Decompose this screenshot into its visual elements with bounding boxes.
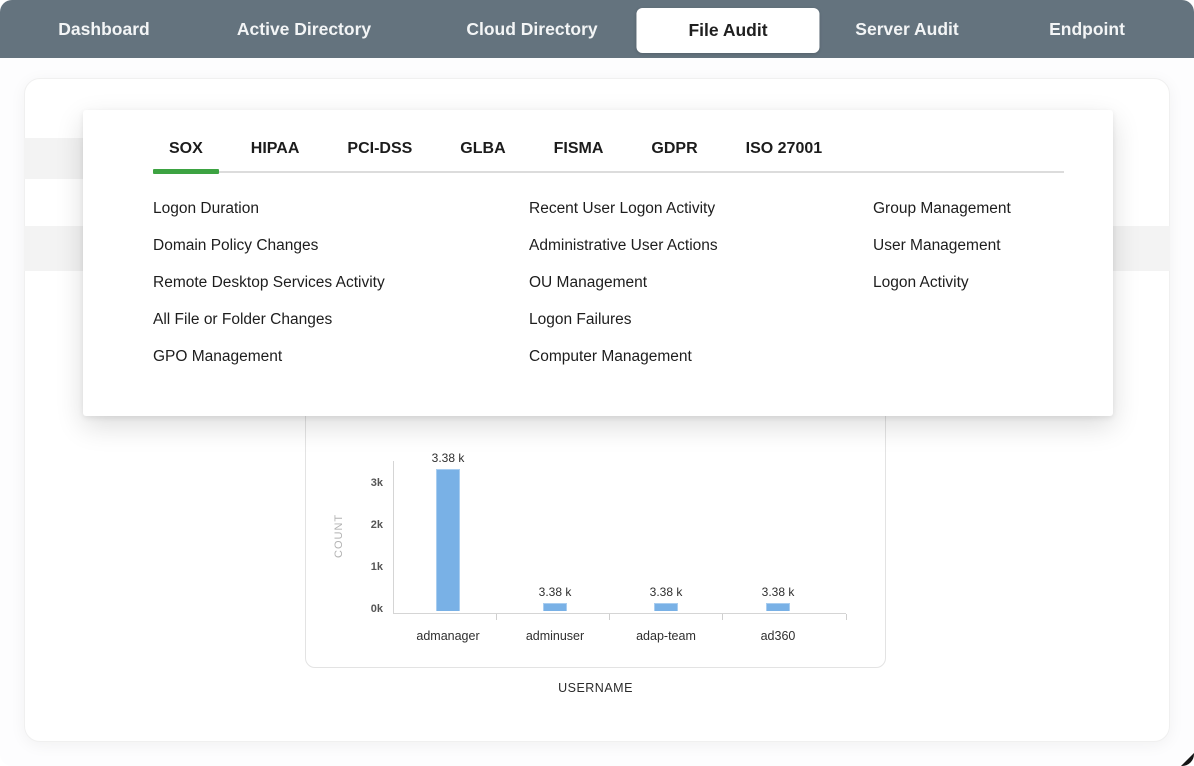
background-row-stripe (24, 226, 83, 271)
x-axis-title: USERNAME (558, 681, 633, 695)
report-links-column-2: Recent User Logon Activity Administrativ… (529, 199, 873, 384)
x-category-label: adap-team (636, 629, 696, 643)
y-tick-label: 1k (370, 561, 383, 573)
report-link-remote-desktop-services-activity[interactable]: Remote Desktop Services Activity (153, 274, 385, 291)
bar-value-label: 3.38 k (761, 585, 795, 599)
nav-item-active-directory[interactable]: Active Directory (236, 19, 372, 39)
y-tick-label: 2k (370, 519, 383, 531)
bar-adminuser (543, 603, 567, 611)
report-link-gpo-management[interactable]: GPO Management (153, 348, 283, 365)
report-link-logon-activity[interactable]: Logon Activity (873, 274, 969, 291)
report-link-recent-user-logon-activity[interactable]: Recent User Logon Activity (529, 200, 716, 217)
x-category-label: admanager (416, 629, 480, 643)
bar-group-admanager: 3.38 k (403, 451, 493, 611)
y-tick-label: 3k (370, 477, 383, 489)
bar-value-label: 3.38 k (431, 451, 465, 465)
bar-ad360-team (654, 603, 678, 611)
top-nav: Dashboard Active Directory Cloud Directo… (0, 0, 1194, 58)
bar-group-adminuser: 3.38 k (510, 585, 600, 611)
y-axis-title: COUNT (333, 513, 345, 559)
background-row-stripe (24, 138, 83, 179)
tab-hipaa[interactable]: HIPAA (250, 140, 300, 157)
bar-admanager (436, 469, 460, 611)
x-axis-tick (609, 614, 610, 620)
report-link-group-management[interactable]: Group Management (873, 200, 1011, 217)
nav-item-endpoint[interactable]: Endpoint (1049, 19, 1125, 39)
x-category-label: adminuser (525, 629, 585, 643)
report-link-user-management[interactable]: User Management (873, 237, 1001, 254)
x-axis-tick (722, 614, 723, 620)
compliance-tabs: SOX HIPAA PCI-DSS GLBA FISMA GDPR ISO 27… (153, 110, 1064, 174)
bar-value-label: 3.38 k (538, 585, 572, 599)
tab-fisma[interactable]: FISMA (553, 140, 604, 157)
nav-item-server-audit[interactable]: Server Audit (855, 19, 959, 39)
tab-sox[interactable]: SOX (153, 132, 219, 174)
tab-iso-27001[interactable]: ISO 27001 (745, 140, 823, 157)
bar-group-adap-team: 3.38 k (621, 585, 711, 611)
report-link-ou-management[interactable]: OU Management (529, 274, 648, 291)
tab-glba[interactable]: GLBA (460, 140, 506, 157)
tab-pci-dss[interactable]: PCI-DSS (347, 140, 413, 157)
x-axis-tick (496, 614, 497, 620)
report-link-domain-policy-changes[interactable]: Domain Policy Changes (153, 237, 319, 254)
report-link-administrative-user-actions[interactable]: Administrative User Actions (529, 237, 718, 254)
bar-value-label: 3.38 k (649, 585, 683, 599)
bar-group-ad360: 3.38 k (733, 585, 823, 611)
x-axis-tick (846, 614, 847, 620)
compliance-reports-popup: SOX HIPAA PCI-DSS GLBA FISMA GDPR ISO 27… (83, 110, 1113, 416)
report-links-grid: Logon Duration Domain Policy Changes Rem… (153, 173, 1113, 384)
report-link-all-file-or-folder-changes[interactable]: All File or Folder Changes (153, 311, 333, 328)
y-axis-line (393, 461, 394, 613)
nav-item-file-audit[interactable]: File Audit (636, 8, 820, 53)
y-tick-label: 0k (370, 603, 383, 615)
report-link-logon-duration[interactable]: Logon Duration (153, 200, 259, 217)
report-link-computer-management[interactable]: Computer Management (529, 348, 692, 365)
nav-item-cloud-directory[interactable]: Cloud Directory (466, 19, 598, 39)
background-row-stripe (1113, 226, 1170, 271)
nav-item-dashboard[interactable]: Dashboard (58, 19, 150, 39)
report-links-column-1: Logon Duration Domain Policy Changes Rem… (153, 199, 529, 384)
report-link-logon-failures[interactable]: Logon Failures (529, 311, 632, 328)
cursor-artifact (1181, 753, 1194, 766)
bar-ad360 (766, 603, 790, 611)
x-axis-line (393, 613, 846, 614)
x-category-label: ad360 (760, 629, 796, 643)
tab-gdpr[interactable]: GDPR (651, 140, 698, 157)
report-links-column-3: Group Management User Management Logon A… (873, 199, 1113, 384)
